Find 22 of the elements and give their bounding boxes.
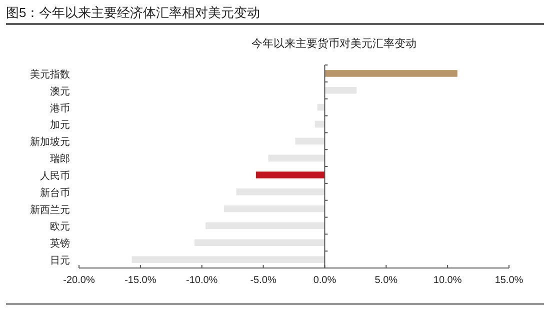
y-tick-label: 欧元 bbox=[50, 222, 70, 233]
title: 图5：今年以来主要经济体汇率相对美元变动 bbox=[6, 5, 260, 20]
x-tick-label: 5.0% bbox=[374, 275, 398, 286]
x-tick-label: 10.0% bbox=[433, 275, 462, 286]
subtitle: 今年以来主要货币对美元汇率变动 bbox=[252, 38, 416, 50]
x-tick-label: -15.0% bbox=[124, 275, 156, 286]
y-tick-label: 新台币 bbox=[40, 186, 70, 199]
x-tick-label: -20.0% bbox=[63, 275, 95, 286]
x-tick-label: -10.0% bbox=[186, 275, 218, 286]
y-tick-label: 港币 bbox=[50, 102, 70, 114]
x-tick-label: 0.0% bbox=[313, 275, 336, 286]
y-tick-label: 新加坡元 bbox=[30, 136, 70, 148]
y-tick-label: 加元 bbox=[50, 119, 70, 132]
y-tick-label: 日元 bbox=[50, 256, 70, 267]
y-tick-label: 新西兰元 bbox=[30, 204, 70, 216]
y-tick-label: 澳元 bbox=[50, 85, 70, 98]
x-tick-label: -5.0% bbox=[250, 275, 276, 286]
x-tick-label: 15.0% bbox=[494, 275, 524, 286]
y-tick-label: 瑞郎 bbox=[50, 153, 70, 166]
y-tick-label: 人民币 bbox=[40, 170, 70, 182]
y-tick-label: 美元指数 bbox=[30, 68, 70, 80]
y-tick-label: 英镑 bbox=[50, 238, 70, 250]
